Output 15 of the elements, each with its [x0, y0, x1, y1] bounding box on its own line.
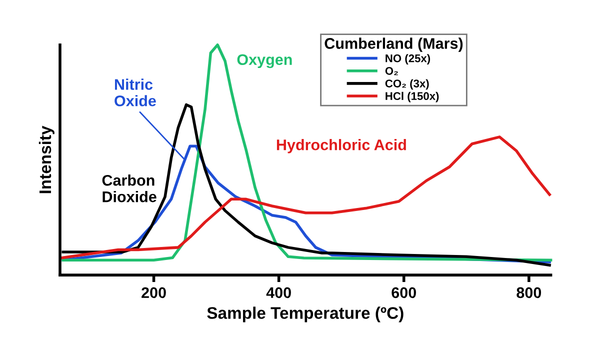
legend-label: HCl (150x)	[386, 92, 439, 102]
x-tick-label: 600	[392, 287, 416, 298]
legend-label: NO (25x)	[386, 54, 430, 64]
legend-title: Cumberland (Mars)	[324, 38, 463, 52]
annotation: Hydrochloric Acid	[276, 139, 406, 154]
x-tick-label: 400	[266, 287, 291, 298]
legend-label: CO₂ (3x)	[385, 79, 429, 90]
x-tick-label: 200	[142, 287, 166, 298]
annotation: Nitric Oxide	[114, 78, 156, 106]
legend-label: O₂	[385, 66, 398, 76]
annotation: Oxygen	[237, 54, 292, 68]
x-axis-title: Sample Temperature (ºC)	[207, 306, 404, 322]
annotation: Carbon Dioxide	[102, 174, 156, 202]
y-axis-title: Intensity	[38, 126, 54, 194]
x-tick-label: 800	[516, 287, 542, 298]
